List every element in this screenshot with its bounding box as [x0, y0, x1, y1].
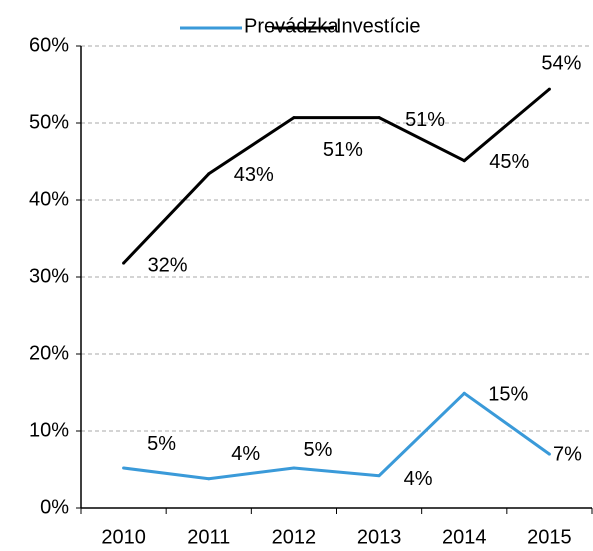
x-tick-label: 2013	[357, 526, 402, 548]
y-tick-label: 30%	[29, 265, 69, 287]
legend-label: Prevádzka	[244, 15, 339, 37]
legend-label: Investície	[336, 15, 420, 37]
data-label: 15%	[488, 384, 528, 406]
x-tick-label: 2010	[101, 526, 146, 548]
y-tick-label: 0%	[40, 496, 69, 518]
point	[292, 116, 296, 120]
data-label: 45%	[489, 151, 529, 173]
point	[122, 261, 126, 265]
data-label: 4%	[231, 443, 260, 465]
x-tick-label: 2014	[442, 526, 487, 548]
data-label: 51%	[323, 139, 363, 161]
series-line	[123, 391, 551, 481]
y-tick-label: 40%	[29, 188, 69, 210]
data-label: 54%	[541, 52, 581, 74]
x-tick-label: 2011	[187, 526, 230, 548]
data-label: 5%	[303, 439, 332, 461]
point	[122, 466, 126, 470]
point	[462, 159, 466, 163]
x-tick-label: 2012	[272, 526, 317, 548]
point	[207, 172, 211, 176]
point	[292, 466, 296, 470]
point	[547, 87, 551, 91]
series-line	[122, 87, 551, 265]
point	[377, 116, 381, 120]
point	[462, 391, 466, 395]
x-tick-label: 2015	[527, 526, 572, 548]
y-tick-label: 50%	[29, 111, 69, 133]
data-label: 51%	[405, 109, 445, 131]
data-label: 43%	[234, 164, 274, 186]
data-label: 4%	[404, 468, 433, 490]
data-label: 32%	[148, 254, 188, 276]
point	[207, 477, 211, 481]
y-tick-label: 20%	[29, 342, 69, 364]
y-tick-label: 60%	[29, 34, 69, 56]
point	[377, 474, 381, 478]
data-label: 7%	[553, 443, 582, 465]
y-tick-label: 10%	[29, 419, 69, 441]
point	[547, 452, 551, 456]
data-label: 5%	[147, 433, 176, 455]
